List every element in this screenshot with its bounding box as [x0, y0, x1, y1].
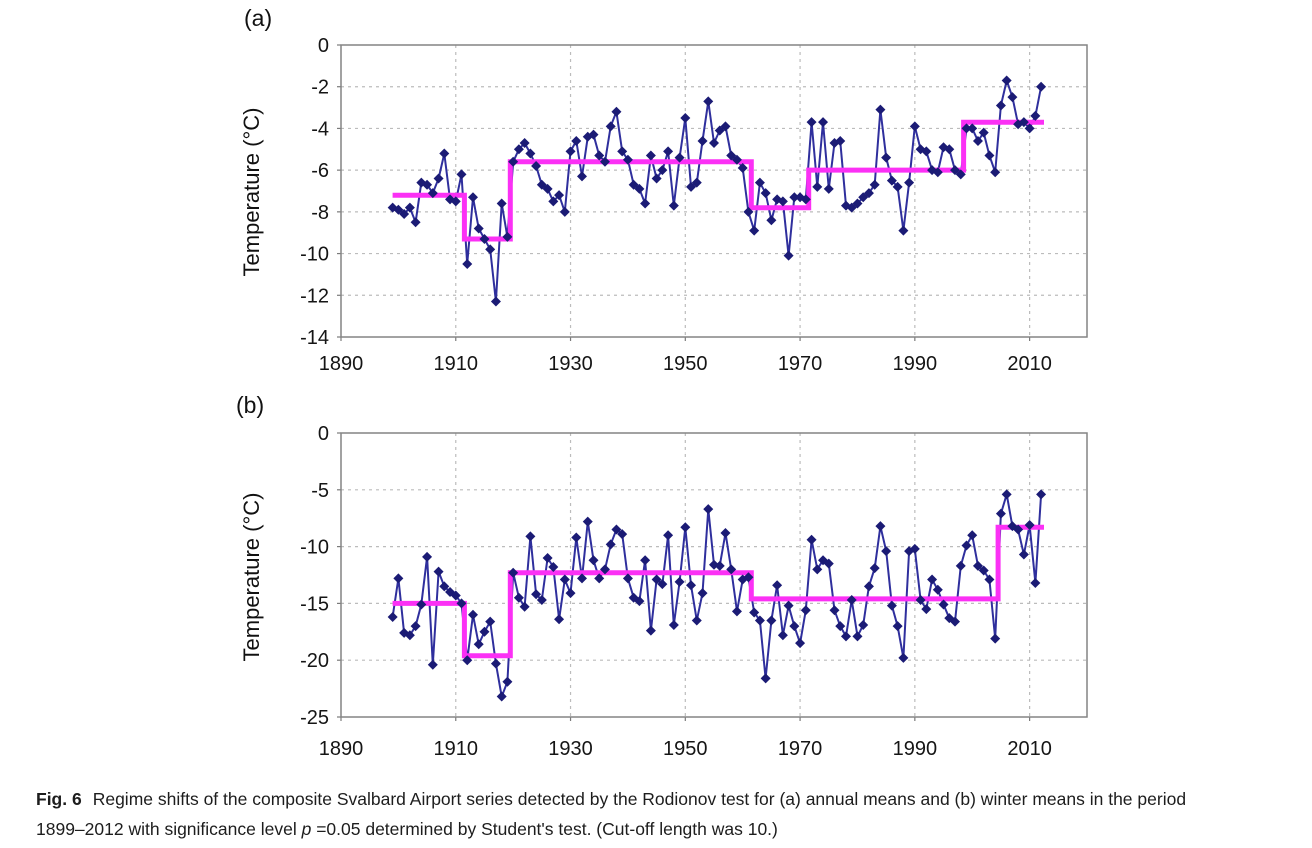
svg-text:0: 0 [318, 35, 329, 57]
panel-b-plot: 1890 1910 1930 1950 1970 1990 2010 0 -5 -10 -15 -20… [300, 423, 1088, 760]
svg-text:-10: -10 [300, 537, 329, 559]
svg-text:-15: -15 [300, 593, 329, 615]
plot-border [340, 44, 1088, 338]
regime-shift-line [392, 119, 1044, 242]
svg-text:1890: 1890 [319, 738, 364, 760]
svg-text:1910: 1910 [434, 353, 479, 375]
svg-text:-14: -14 [300, 327, 329, 349]
svg-text:1950: 1950 [663, 353, 708, 375]
svg-text:1930: 1930 [548, 738, 593, 760]
caption-fig-label: Fig. 6 [36, 789, 82, 809]
panel-a-label: (a) [244, 5, 273, 31]
caption-line2-post: =0.05 determined by Student's test. (Cut… [311, 819, 778, 839]
figure-caption: Fig. 6 Regime shifts of the composite Sva… [36, 784, 1286, 844]
plot-border [340, 432, 1088, 718]
tick-labels: 1890 1910 1930 1950 1970 1990 2010 0 -5 -10 -15 -20… [300, 423, 1052, 760]
svg-text:-6: -6 [311, 160, 329, 182]
temperature-series-line [391, 493, 1043, 698]
svg-text:1930: 1930 [548, 353, 593, 375]
caption-line-2: 1899–2012 with significance level p =0.0… [36, 814, 1286, 844]
svg-text:1990: 1990 [893, 738, 938, 760]
svg-text:1970: 1970 [778, 738, 823, 760]
caption-line2-pre: 1899–2012 with significance level [36, 819, 302, 839]
svg-text:1910: 1910 [434, 738, 479, 760]
svg-text:-5: -5 [311, 480, 329, 502]
svg-text:-25: -25 [300, 707, 329, 729]
svg-text:-8: -8 [311, 202, 329, 224]
tick-labels: 1890 1910 1930 1950 1970 1990 2010 0 -2 -4 -6 -8 -10… [300, 35, 1052, 375]
svg-text:1950: 1950 [663, 738, 708, 760]
svg-text:1990: 1990 [893, 353, 938, 375]
svg-text:2010: 2010 [1007, 353, 1052, 375]
svg-text:-20: -20 [300, 650, 329, 672]
gridlines [341, 45, 1087, 337]
svg-text:0: 0 [318, 423, 329, 445]
regime-shift-line [392, 524, 1044, 659]
caption-line-1: Fig. 6 Regime shifts of the composite Sva… [36, 784, 1286, 814]
panel-b-y-axis-title: Temperature (°C) [239, 492, 264, 662]
svg-text:-4: -4 [311, 118, 329, 140]
svg-text:2010: 2010 [1007, 738, 1052, 760]
svg-text:-12: -12 [300, 285, 329, 307]
caption-line1-text: Regime shifts of the composite Svalbard … [92, 789, 1187, 809]
temperature-series-line [392, 79, 1043, 303]
svg-text:1890: 1890 [319, 353, 364, 375]
svg-text:-2: -2 [311, 77, 329, 99]
data-point-markers [387, 489, 1047, 702]
data-point-markers [387, 75, 1047, 307]
panel-a-y-axis-title: Temperature (°C) [239, 107, 264, 277]
svg-text:-10: -10 [300, 244, 329, 266]
caption-line2-pvalue: p [301, 819, 312, 839]
svg-text:1970: 1970 [778, 353, 823, 375]
panel-a-plot: 1890 1910 1930 1950 1970 1990 2010 0 -2 -4 -6 -8 -10… [300, 35, 1088, 375]
panel-b-label: (b) [236, 392, 265, 418]
